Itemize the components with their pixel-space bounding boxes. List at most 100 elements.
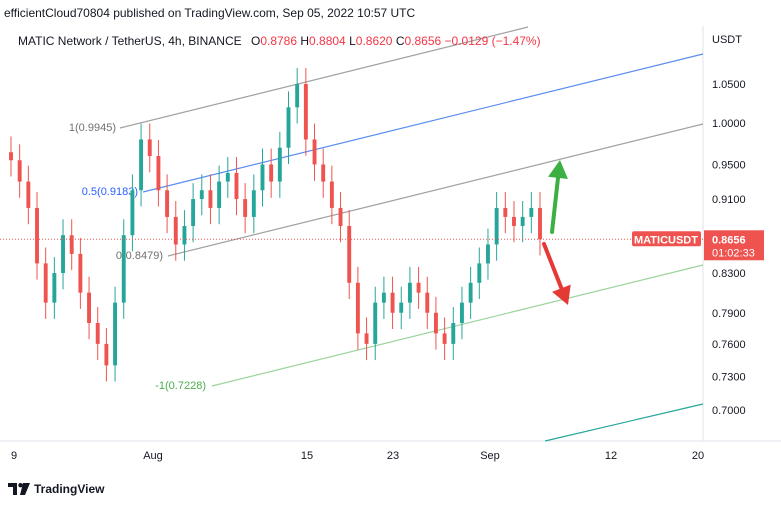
candle-body — [52, 273, 57, 303]
candle-body — [225, 172, 230, 182]
y-tick-label: 1.0500 — [712, 79, 746, 91]
candle-body — [69, 235, 74, 254]
open-label: O — [250, 34, 261, 48]
candle-body — [286, 107, 291, 148]
fib-level-label: 0.5(0.9183) — [82, 186, 138, 198]
candle-body — [347, 226, 352, 283]
arrow-shaft — [542, 242, 564, 291]
candle-body — [95, 322, 100, 344]
bullish-arrow-icon — [548, 160, 568, 234]
candle-body — [416, 282, 421, 293]
channel-middle-line — [167, 123, 704, 257]
low-value: 0.8620 — [355, 34, 393, 48]
y-tick-label: 0.8300 — [712, 268, 746, 280]
candle-body — [35, 207, 39, 264]
candle-body — [251, 190, 256, 217]
candle-body — [121, 235, 126, 303]
arrow-head — [552, 284, 571, 305]
candle-body — [459, 302, 464, 323]
candle-body — [26, 181, 31, 208]
candle-body — [503, 207, 508, 217]
fib-minus1-line — [211, 264, 704, 387]
price-tag-countdown: 01:02:33 — [712, 247, 755, 259]
candle-body — [433, 312, 438, 334]
candle-body — [381, 292, 386, 303]
change-value: −0.0129 (−1.47%) — [444, 34, 541, 48]
symbol-legend: MATIC Network / TetherUS, 4h, BINANCE O 0… — [18, 34, 541, 48]
fib-0.5-line — [142, 53, 704, 193]
x-tick-label: 15 — [301, 450, 313, 462]
tradingview-logo-icon — [8, 483, 30, 495]
fib-level-label: -1(0.7228) — [155, 380, 206, 392]
candle-body — [442, 333, 447, 344]
candle-body — [512, 216, 516, 227]
arrow-head — [548, 160, 568, 179]
candle-body — [321, 164, 326, 182]
x-tick-label: 23 — [387, 450, 399, 462]
candle-body — [399, 302, 404, 313]
low-label: L — [349, 34, 356, 48]
candle-body — [468, 282, 473, 303]
candle-body — [147, 139, 152, 157]
published-line: efficientCloud70804 published on Trading… — [4, 6, 416, 20]
candle-body — [156, 156, 161, 191]
x-tick-label: Aug — [143, 450, 163, 462]
price-chart[interactable]: 1.05001.00000.95000.91000.87000.83000.79… — [0, 26, 781, 466]
candle-body — [390, 292, 395, 313]
x-tick-label: Sep — [480, 450, 500, 462]
candle-body — [295, 84, 300, 108]
candle-body — [139, 139, 144, 191]
candle-body — [312, 139, 317, 165]
y-tick-label: 0.9500 — [712, 159, 746, 171]
candle-body — [269, 164, 274, 182]
candle-body — [61, 235, 65, 274]
candle-body — [303, 84, 308, 140]
symbol-tag-bg — [632, 231, 701, 247]
candle-body — [520, 216, 525, 227]
candles-group — [9, 68, 542, 382]
price-tag-value: 0.8656 — [712, 234, 746, 246]
y-tick-label: 0.7300 — [712, 371, 746, 383]
price-tag-bg — [704, 230, 764, 261]
candle-body — [87, 292, 92, 323]
x-tick-label: 20 — [692, 450, 704, 462]
candle-body — [217, 181, 222, 208]
candle-body — [538, 207, 542, 240]
candle-body — [425, 292, 430, 313]
candle-body — [451, 322, 456, 344]
y-tick-label: 0.7000 — [712, 405, 746, 417]
channel-upper-line — [119, 26, 529, 129]
y-tick-label: 1.0000 — [712, 118, 746, 130]
high-value: 0.8804 — [309, 34, 346, 48]
symbol-tag-text: MATICUSDT — [634, 234, 698, 246]
candle-body — [104, 343, 109, 366]
y-tick-label: 0.7900 — [712, 308, 746, 320]
y-tick-label: 0.9100 — [712, 194, 746, 206]
candle-body — [78, 253, 83, 293]
candle-body — [373, 302, 378, 344]
y-tick-label: 0.7600 — [712, 339, 746, 351]
candle-body — [338, 207, 343, 227]
bearish-arrow-icon — [542, 242, 571, 305]
x-tick-label: 9 — [11, 450, 17, 462]
teal-trend-line — [544, 403, 704, 442]
candle-body — [260, 164, 265, 191]
candle-body — [43, 263, 48, 303]
candle-body — [173, 216, 178, 245]
candle-body — [529, 207, 534, 217]
symbol-line: MATIC Network / TetherUS, 4h, BINANCE — [18, 34, 242, 48]
close-value: 0.8656 — [404, 34, 442, 48]
candle-body — [130, 190, 135, 236]
arrow-shaft — [550, 175, 561, 234]
candle-body — [243, 199, 248, 217]
candle-body — [199, 190, 204, 200]
tradingview-footer[interactable]: TradingView — [8, 482, 104, 496]
candle-body — [17, 160, 22, 182]
candle-body — [182, 226, 187, 245]
candle-body — [355, 282, 360, 334]
candle-body — [407, 282, 412, 303]
high-label: H — [300, 34, 310, 48]
candle-body — [191, 199, 196, 227]
candle-body — [113, 302, 118, 366]
